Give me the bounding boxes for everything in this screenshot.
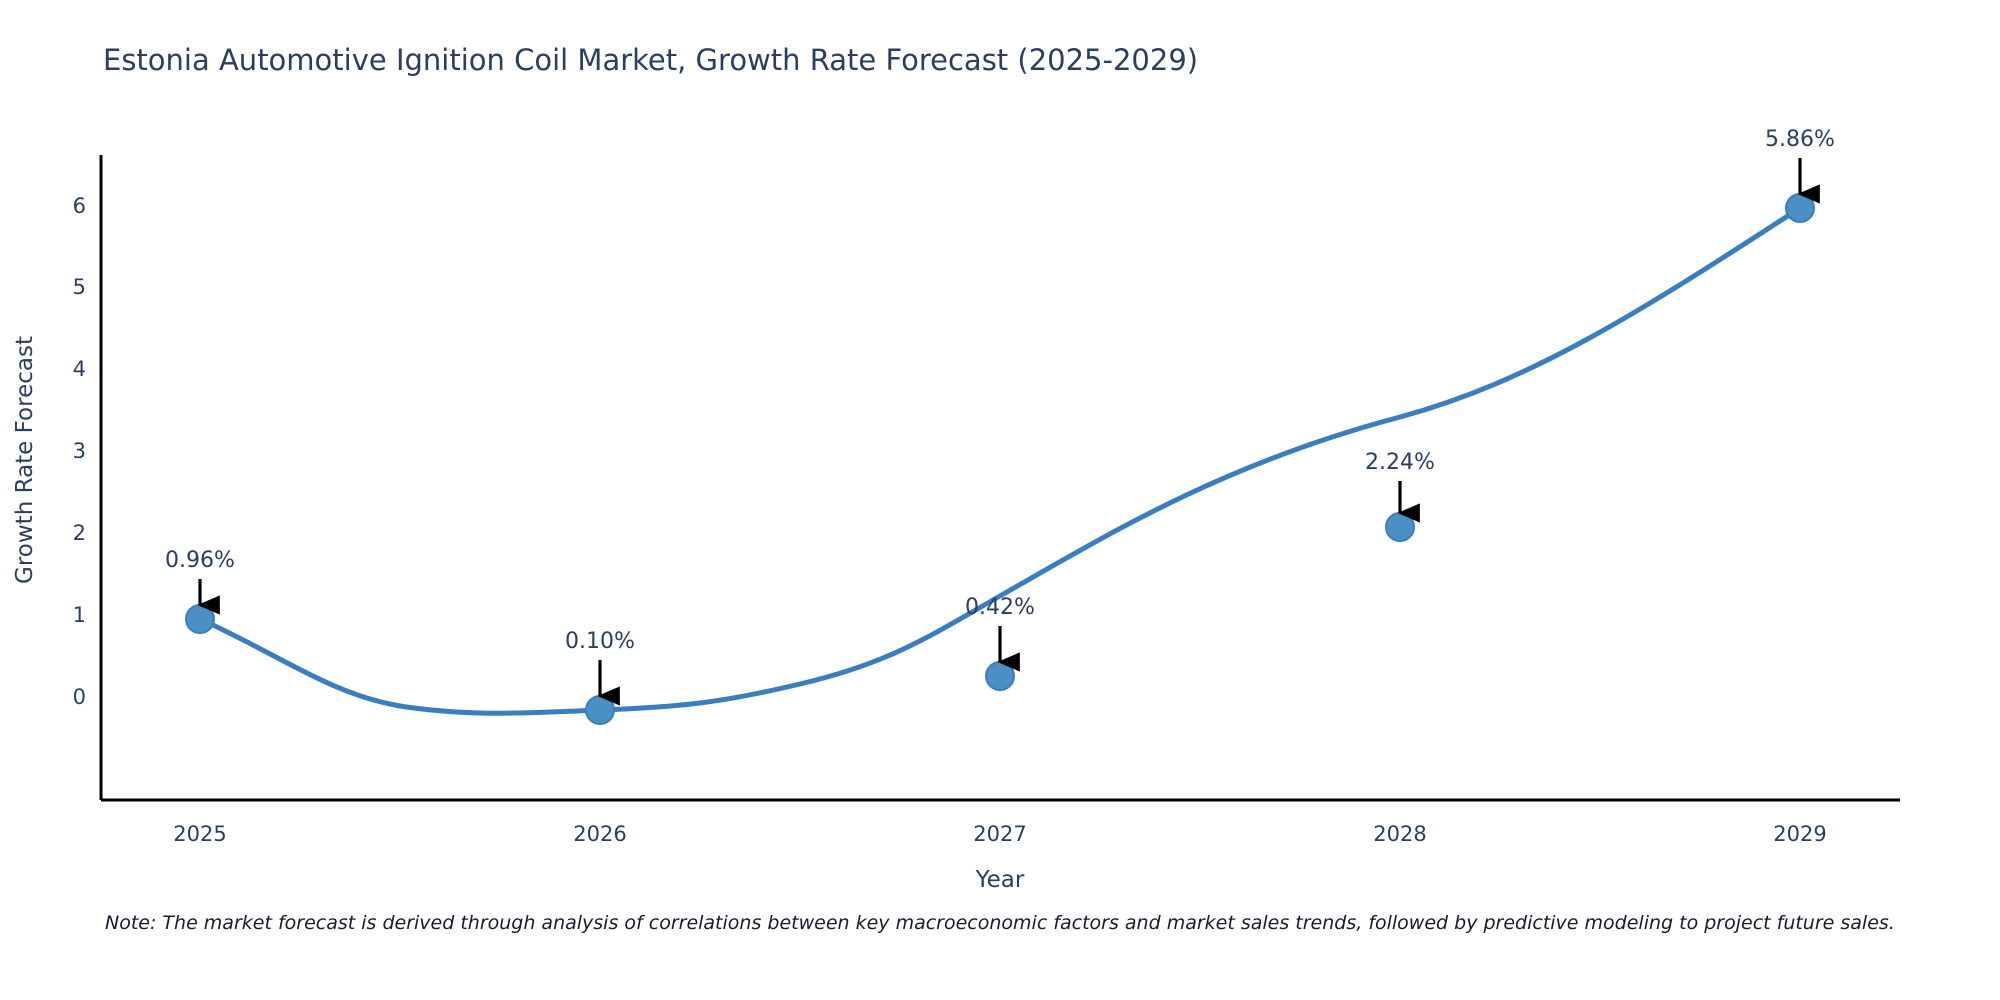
y-axis-title: Growth Rate Forecast	[12, 336, 38, 584]
x-tick-label: 2028	[1373, 822, 1426, 846]
y-tick-label: 2	[73, 521, 86, 545]
data-point-label: 2.24%	[1365, 450, 1435, 475]
page-title: Estonia Automotive Ignition Coil Market,…	[103, 43, 1199, 77]
data-point-marker[interactable]	[1785, 193, 1815, 223]
x-tick-label: 2029	[1773, 822, 1826, 846]
x-tick-label: 2025	[173, 822, 226, 846]
y-tick-label: 0	[73, 685, 86, 709]
data-point-label: 0.96%	[165, 548, 235, 573]
y-tick-label: 4	[73, 357, 86, 381]
y-tick-label: 5	[73, 275, 86, 299]
annotation-arrows	[197, 158, 1820, 706]
data-point-marker[interactable]	[1385, 512, 1415, 542]
data-line	[197, 205, 1803, 716]
y-tick-labels: 6 5 4 3 2 1 0	[73, 194, 86, 709]
data-point-marker[interactable]	[585, 695, 615, 725]
data-point-label: 0.42%	[965, 595, 1035, 620]
x-axis-title: Year	[975, 867, 1025, 893]
x-tick-label: 2026	[573, 822, 626, 846]
y-tick-label: 1	[73, 603, 86, 627]
x-tick-labels: 2025 2026 2027 2028 2029	[173, 822, 1826, 846]
y-tick-label: 3	[73, 439, 86, 463]
data-point-label: 5.86%	[1765, 127, 1835, 152]
x-tick-label: 2027	[973, 822, 1026, 846]
data-point-marker[interactable]	[185, 604, 215, 634]
data-point-marker[interactable]	[985, 661, 1015, 691]
data-point-labels: 0.96% 0.10% 0.42% 2.24% 5.86%	[165, 127, 1835, 654]
y-tick-label: 6	[73, 194, 86, 218]
data-point-label: 0.10%	[565, 629, 635, 654]
footnote-text: Note: The market forecast is derived thr…	[105, 912, 1895, 934]
